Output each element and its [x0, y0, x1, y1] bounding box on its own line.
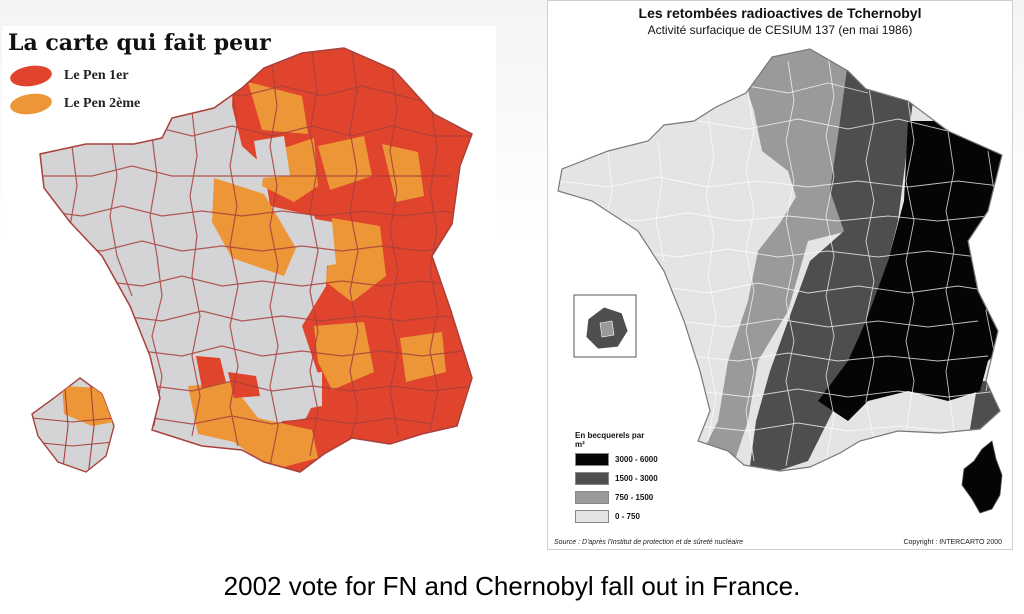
legend-label: 0 - 750 [615, 512, 640, 521]
right-map-title: Les retombées radioactives de Tchernobyl [638, 5, 922, 21]
fallout-zone-1500-3000 [968, 381, 1002, 441]
le-pen-2eme-region [248, 82, 308, 134]
legend-swatch-grey [575, 491, 609, 504]
fallout-zone-750-1500 [688, 49, 868, 471]
le-pen-2eme-region [400, 332, 446, 382]
right-map-subtitle: Activité surfacique de CESIUM 137 (en ma… [647, 23, 913, 37]
le-pen-1er-region [196, 356, 226, 388]
legend-label: Le Pen 1er [64, 68, 129, 83]
legend-label: Le Pen 2ème [64, 96, 141, 111]
le-pen-2eme-region [382, 144, 424, 202]
legend-item-0-750: 0 - 750 [575, 510, 640, 523]
legend-swatch-red [8, 63, 54, 89]
legend-swatch-orange [8, 91, 54, 117]
legend-label: 750 - 1500 [615, 493, 654, 502]
corsica-inset [961, 440, 1003, 514]
le-pen-2eme-region [188, 382, 318, 470]
legend-item-3000-6000: 3000 - 6000 [575, 453, 658, 466]
legend-item-750-1500: 750 - 1500 [575, 491, 653, 504]
chernobyl-fallout-map [557, 48, 1003, 514]
source-note: Source : D'après l'Institut de protectio… [554, 539, 744, 546]
legend-title: En becquerels par m² [575, 431, 645, 449]
legend-label: 3000 - 6000 [615, 455, 658, 464]
le-pen-vote-map [31, 47, 473, 473]
other-region [282, 372, 322, 412]
legend-item-le-pen-2eme: Le Pen 2ème [8, 91, 141, 117]
inset-region-left [31, 377, 115, 473]
legend-swatch-black [575, 453, 609, 466]
fallout-zone-1500-3000 [748, 61, 918, 471]
fallout-zone-3000-6000 [818, 121, 1002, 421]
left-map-title: La carte qui fait peur [8, 30, 271, 56]
paris-inset [573, 294, 637, 358]
legend-label: 1500 - 3000 [615, 474, 658, 483]
legend-swatch-dark-grey [575, 472, 609, 485]
slide-caption: 2002 vote for FN and Chernobyl fall out … [223, 571, 801, 601]
legend-item-1500-3000: 1500 - 3000 [575, 472, 658, 485]
legend-swatch-light-grey [575, 510, 609, 523]
chernobyl-fallout-map-panel: Les retombées radioactives de Tchernobyl… [547, 0, 1013, 550]
copyright-note: Copyright : INTERCARTO 2000 [903, 539, 1002, 546]
legend-item-le-pen-1er: Le Pen 1er [8, 63, 129, 89]
le-pen-vote-map-panel: La carte qui fait peur Le Pen 1er Le Pen… [2, 26, 496, 486]
